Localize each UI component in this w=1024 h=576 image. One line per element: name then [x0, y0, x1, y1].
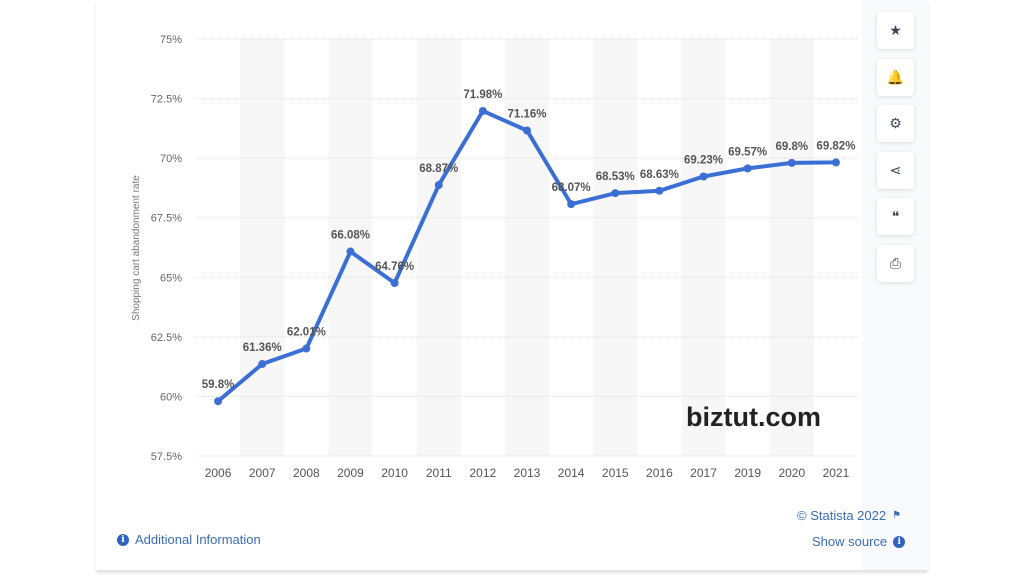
- gear-button[interactable]: ⚙: [877, 105, 914, 142]
- column-band: [504, 39, 550, 456]
- x-tick-label: 2021: [823, 466, 850, 480]
- star-icon: ★: [889, 22, 902, 38]
- share-icon: ⋖: [889, 161, 902, 178]
- column-band: [681, 39, 726, 456]
- x-tick-label: 2012: [470, 466, 497, 480]
- data-label: 71.16%: [507, 109, 546, 121]
- data-label: 69.82%: [816, 140, 855, 152]
- x-tick-label: 2006: [205, 466, 232, 480]
- x-tick-label: 2013: [514, 466, 541, 480]
- x-tick-label: 2016: [646, 466, 673, 480]
- y-tick-label: 65%: [160, 272, 182, 284]
- quote-button[interactable]: ❝: [877, 198, 914, 235]
- x-tick-label: 2008: [293, 466, 320, 480]
- y-tick-label: 75%: [160, 34, 182, 46]
- data-point: [346, 247, 355, 256]
- y-tick-label: 70%: [160, 153, 182, 165]
- data-label: 68.87%: [419, 163, 458, 175]
- column-band: [769, 39, 814, 456]
- gear-icon: ⚙: [889, 115, 902, 131]
- x-tick-label: 2010: [381, 466, 408, 480]
- data-label: 71.98%: [463, 89, 502, 101]
- show-source-link[interactable]: Show source i: [812, 534, 906, 549]
- data-label: 62.01%: [287, 327, 326, 339]
- data-point: [831, 158, 840, 167]
- y-tick-label: 67.5%: [151, 213, 182, 225]
- star-button[interactable]: ★: [877, 12, 914, 49]
- x-tick-label: 2011: [426, 466, 452, 480]
- column-band: [593, 39, 638, 456]
- data-point: [478, 106, 487, 115]
- print-icon: ⎙: [889, 254, 902, 271]
- data-point: [434, 181, 443, 190]
- data-point: [699, 172, 708, 181]
- data-point: [743, 164, 752, 173]
- copyright-text: © Statista 2022: [797, 508, 887, 523]
- data-label: 69.57%: [728, 146, 767, 158]
- data-point: [302, 344, 311, 353]
- data-label: 69.23%: [684, 154, 723, 166]
- column-band: [328, 39, 373, 456]
- data-point: [567, 200, 576, 209]
- show-source-label: Show source: [812, 534, 888, 549]
- x-tick-label: 2020: [778, 466, 805, 480]
- info-icon: i: [117, 533, 129, 546]
- y-axis-label: Shopping cart abandonment rate: [131, 175, 142, 321]
- share-button[interactable]: ⋖: [877, 151, 914, 189]
- additional-information-link[interactable]: i Additional Information: [117, 532, 261, 547]
- x-tick-label: 2009: [337, 466, 364, 480]
- y-tick-label: 57.5%: [151, 451, 182, 463]
- data-label: 68.53%: [596, 171, 635, 183]
- data-point: [523, 126, 531, 135]
- x-tick-label: 2017: [690, 466, 717, 480]
- statista-copyright-link[interactable]: © Statista 2022 ⚑: [797, 508, 901, 523]
- bell-icon: 🔔: [886, 68, 905, 85]
- x-tick-label: 2007: [249, 466, 276, 480]
- data-label: 68.63%: [640, 169, 679, 181]
- data-point: [655, 186, 664, 195]
- info-icon: i: [893, 535, 906, 548]
- quote-icon: ❝: [891, 208, 900, 224]
- data-label: 69.8%: [775, 141, 808, 153]
- y-tick-label: 72.5%: [151, 94, 182, 106]
- y-tick-label: 62.5%: [151, 332, 182, 344]
- data-label: 66.08%: [331, 230, 370, 242]
- data-label: 68.07%: [552, 182, 591, 194]
- additional-information-label: Additional Information: [135, 532, 261, 547]
- x-tick-label: 2015: [602, 466, 629, 480]
- data-point: [787, 158, 796, 167]
- bell-button[interactable]: 🔔: [877, 58, 914, 96]
- data-label: 64.76%: [375, 261, 414, 273]
- column-band: [416, 39, 461, 456]
- x-tick-label: 2014: [558, 466, 585, 480]
- y-tick-label: 60%: [160, 391, 182, 403]
- data-point: [258, 360, 267, 369]
- data-point: [611, 189, 620, 198]
- flag-icon: ⚑: [892, 510, 902, 521]
- x-tick-label: 2019: [734, 466, 761, 480]
- watermark: biztut.com: [686, 402, 821, 432]
- column-band: [240, 39, 285, 456]
- data-point: [214, 397, 223, 406]
- data-label: 59.8%: [202, 379, 235, 391]
- print-button[interactable]: ⎙: [877, 244, 914, 282]
- data-label: 61.36%: [243, 342, 282, 354]
- data-point: [390, 279, 399, 288]
